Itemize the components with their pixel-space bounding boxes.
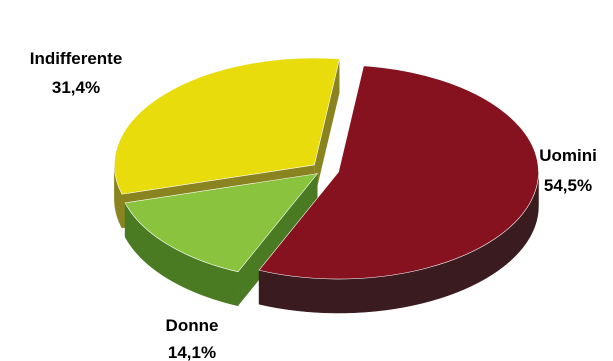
slice-cut-face-donne bbox=[238, 173, 318, 306]
slice-donne bbox=[124, 173, 319, 273]
slice-label-uomini: Uomini bbox=[539, 146, 597, 165]
slice-label-indifferente: Indifferente bbox=[30, 49, 123, 68]
slice-value-uomini: 54,5% bbox=[544, 176, 592, 195]
slice-label-donne: Donne bbox=[166, 316, 219, 335]
pie-tops bbox=[114, 57, 539, 280]
slice-uomini bbox=[258, 65, 539, 280]
slice-indifferente bbox=[114, 57, 340, 195]
slice-value-indifferente: 31,4% bbox=[52, 78, 100, 97]
slice-cut-face-indifferente bbox=[314, 58, 340, 199]
slice-value-donne: 14,1% bbox=[168, 343, 216, 361]
